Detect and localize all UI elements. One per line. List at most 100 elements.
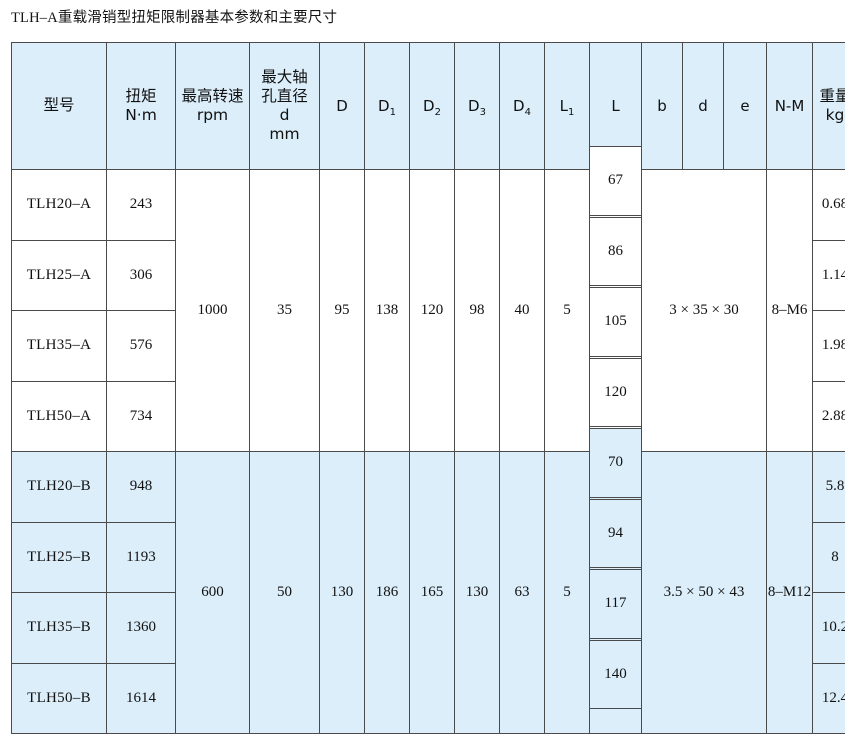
cell-model: TLH20–B	[11, 451, 107, 523]
cell-L-value: 94	[589, 498, 642, 568]
header-max-speed-line1: 最高转速	[181, 87, 244, 106]
table-row: TLH35–B 1360 117 10.2	[11, 569, 845, 664]
cell-D4: 40	[499, 169, 545, 452]
cell-model: TLH35–B	[11, 592, 107, 664]
header-D3: D3	[454, 42, 500, 170]
header-weight: 重量 kg	[812, 42, 845, 170]
table-row: TLH20–B 948 600 50 130 186 165 130 63 5 70 3.5 × 50…	[11, 428, 845, 734]
cell-D2: 120	[409, 169, 455, 452]
cell-L: 140	[589, 639, 642, 734]
header-D1-base: D	[378, 96, 390, 115]
spec-table: 型号 扭矩 N·m 最高转速 rpm 最大轴 孔直径 d mm D D1 D2	[11, 42, 845, 734]
header-max-bore: 最大轴 孔直径 d mm	[249, 42, 320, 170]
cell-torque: 1614	[106, 662, 176, 734]
table-row: TLH25–A 306 86 1.14	[11, 216, 845, 311]
table-header: 型号 扭矩 N·m 最高转速 rpm 最大轴 孔直径 d mm D D1 D2	[11, 42, 845, 170]
cell-torque: 1360	[106, 592, 176, 664]
header-torque-line2: N·m	[125, 106, 157, 124]
header-max-speed: 最高转速 rpm	[175, 42, 250, 170]
cell-torque: 576	[106, 310, 176, 382]
header-D4-base: D	[513, 96, 525, 115]
cell-torque: 306	[106, 239, 176, 311]
header-D3-base: D	[468, 96, 480, 115]
cell-weight: 1.98	[812, 310, 845, 382]
cell-D: 95	[319, 169, 365, 452]
header-D4: D4	[499, 42, 545, 170]
cell-torque: 734	[106, 380, 176, 452]
cell-L-value: 120	[589, 357, 642, 427]
cell-torque: 948	[106, 451, 176, 523]
header-max-bore-line2: 孔直径	[261, 87, 308, 106]
cell-b-d-e: 3.5 × 50 × 43	[641, 451, 767, 734]
cell-model: TLH35–A	[11, 310, 107, 382]
cell-weight: 0.68	[812, 169, 845, 241]
cell-model: TLH50–A	[11, 380, 107, 452]
header-D1: D1	[364, 42, 410, 170]
cell-L-value: 140	[589, 639, 642, 709]
cell-max-bore: 35	[249, 169, 320, 452]
cell-NM: 8–M6	[766, 169, 813, 452]
cell-L-value: 117	[589, 569, 642, 639]
header-row: 型号 扭矩 N·m 最高转速 rpm 最大轴 孔直径 d mm D D1 D2	[11, 42, 845, 170]
cell-D: 130	[319, 451, 365, 734]
table-row: TLH50–A 734 120 2.88	[11, 357, 845, 452]
header-D: D	[319, 42, 365, 170]
header-d: d	[682, 42, 724, 170]
page-title: TLH–A重载滑销型扭矩限制器基本参数和主要尺寸	[11, 10, 338, 26]
cell-D3: 130	[454, 451, 500, 734]
cell-D3: 98	[454, 169, 500, 452]
header-weight-line1: 重量	[819, 87, 845, 106]
header-D2: D2	[409, 42, 455, 170]
cell-b-d-e: 3 × 35 × 30	[641, 169, 767, 452]
cell-D4: 63	[499, 451, 545, 734]
cell-torque: 1193	[106, 521, 176, 593]
cell-L1: 5	[544, 169, 590, 452]
cell-L1: 5	[544, 451, 590, 734]
cell-D2: 165	[409, 451, 455, 734]
table-row: TLH50–B 1614 140 12.4	[11, 639, 845, 734]
header-b: b	[641, 42, 683, 170]
header-D2-base: D	[423, 96, 435, 115]
cell-L-value: 67	[589, 146, 642, 216]
cell-weight: 12.4	[812, 662, 845, 734]
table-body: TLH20–A 243 1000 35 95 138 120 98 40 5 67 3 × 35 × …	[11, 146, 845, 734]
cell-D1: 138	[364, 169, 410, 452]
cell-model: TLH20–A	[11, 169, 107, 241]
header-torque-line1: 扭矩	[125, 87, 157, 106]
spec-table-container: 型号 扭矩 N·m 最高转速 rpm 最大轴 孔直径 d mm D D1 D2	[11, 42, 845, 734]
header-D2-sub: 2	[434, 106, 441, 118]
header-weight-line2: kg	[825, 106, 845, 124]
cell-model: TLH25–A	[11, 239, 107, 311]
cell-model: TLH50–B	[11, 662, 107, 734]
cell-L-value: 105	[589, 287, 642, 357]
header-L1-base: L	[559, 96, 568, 115]
header-D3-sub: 3	[479, 106, 486, 118]
header-L1: L1	[544, 42, 590, 170]
cell-torque: 243	[106, 169, 176, 241]
cell-weight: 2.88	[812, 380, 845, 452]
header-e: e	[723, 42, 767, 170]
header-max-bore-line4: mm	[269, 124, 300, 143]
cell-max-speed: 1000	[175, 169, 250, 452]
header-max-bore-line1: 最大轴	[261, 68, 308, 87]
cell-model: TLH25–B	[11, 521, 107, 593]
cell-weight: 5.8	[812, 451, 845, 523]
cell-max-speed: 600	[175, 451, 250, 734]
header-model: 型号	[11, 42, 107, 170]
header-L1-sub: 1	[567, 106, 575, 118]
cell-NM: 8–M12	[766, 451, 813, 734]
table-row: TLH20–A 243 1000 35 95 138 120 98 40 5 67 3 × 35 × …	[11, 146, 845, 452]
cell-weight: 8	[812, 521, 845, 593]
header-max-bore-line3: d	[279, 106, 290, 124]
cell-weight: 10.2	[812, 592, 845, 664]
cell-L-value: 86	[589, 216, 642, 286]
header-max-speed-line2: rpm	[196, 106, 229, 124]
header-D4-sub: 4	[524, 106, 531, 118]
header-torque: 扭矩 N·m	[106, 42, 176, 170]
cell-weight: 1.14	[812, 239, 845, 311]
cell-max-bore: 50	[249, 451, 320, 734]
cell-D1: 186	[364, 451, 410, 734]
header-NM: N-M	[766, 42, 813, 170]
cell-L-value: 70	[589, 428, 642, 498]
header-D1-sub: 1	[389, 106, 396, 118]
